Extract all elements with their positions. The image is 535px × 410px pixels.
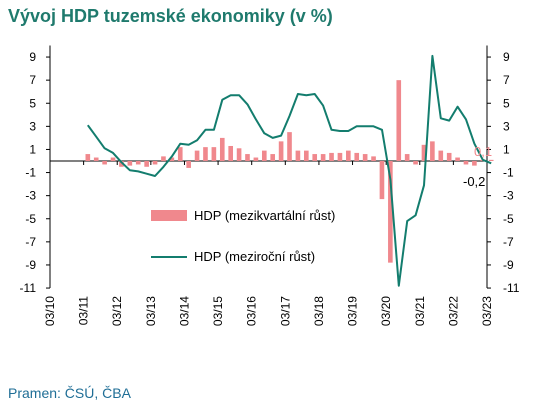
y-tick-label-right: 9: [503, 50, 510, 64]
bar: [102, 161, 107, 165]
bar: [228, 145, 233, 161]
bar: [110, 157, 116, 161]
y-tick-label-left: -1: [25, 166, 36, 180]
y-tick-label-right: -1: [503, 166, 514, 180]
x-tick-label: 03/13: [144, 296, 158, 326]
bar: [194, 150, 200, 161]
x-tick-label: 03/14: [177, 296, 191, 326]
bar: [177, 147, 183, 161]
y-tick-label-left: -11: [20, 281, 37, 295]
line-path: [86, 54, 492, 287]
x-tick-label: 03/20: [379, 296, 393, 326]
bar: [144, 161, 149, 167]
bar: [346, 150, 351, 161]
bar: [463, 161, 469, 165]
y-tick-label-right: 7: [503, 73, 510, 87]
bar: [236, 148, 242, 161]
bar: [93, 157, 99, 161]
bar: [161, 156, 166, 161]
y-tick-label-left: -7: [25, 235, 36, 249]
bar: [253, 157, 259, 161]
y-tick-label-left: 3: [29, 119, 36, 133]
y-tick-label-right: 3: [503, 119, 510, 133]
bar: [312, 154, 318, 161]
annotation-last-bar: 0,1: [474, 144, 492, 159]
bar: [211, 147, 217, 161]
bar: [152, 161, 158, 165]
y-tick-label-right: -11: [503, 281, 520, 295]
bar: [430, 141, 435, 161]
bar-series: [85, 80, 494, 263]
bar: [455, 157, 460, 161]
bar: [203, 147, 208, 161]
bar: [404, 154, 410, 161]
bar: [488, 159, 494, 161]
source-note: Pramen: ČSÚ, ČBA: [8, 385, 131, 401]
bar: [337, 152, 343, 161]
bar: [320, 154, 326, 161]
y-tick-label-left: 1: [29, 142, 36, 156]
legend: HDP (mezikvartální růst) HDP (meziroční r…: [151, 208, 335, 264]
chart-title: Vývoj HDP tuzemské ekonomiky (v %): [8, 6, 333, 26]
y-tick-label-right: -3: [503, 189, 514, 203]
y-tick-label-left: 9: [29, 50, 36, 64]
y-tick-label-right: 5: [503, 96, 510, 110]
y-tick-label-left: -5: [25, 212, 36, 226]
y-tick-label-right: 1: [503, 142, 510, 156]
bar: [329, 152, 334, 161]
y-tick-label-left: -3: [25, 189, 36, 203]
annotations: 0,1 -0,2: [463, 144, 492, 189]
bar: [245, 154, 250, 161]
x-tick-label: 03/16: [245, 296, 259, 326]
x-tick-label: 03/21: [413, 296, 427, 326]
x-tick-label: 03/10: [43, 296, 57, 326]
x-tick-label: 03/22: [446, 296, 460, 326]
line-series: [86, 54, 492, 287]
bar: [413, 161, 418, 165]
y-tick-label-left: 7: [29, 73, 36, 87]
bar: [287, 132, 292, 161]
bar: [362, 154, 368, 161]
bar: [127, 161, 133, 166]
bar: [261, 150, 267, 161]
axes: 9 9 7 7 5 5 3 3 1 1 -1 -1 -3 -3 -5 -5 -7 -7 -9 -9 -11 -11 03/1…: [20, 45, 520, 326]
legend-bar-swatch: [151, 210, 187, 221]
bar: [295, 150, 301, 161]
bar: [379, 161, 385, 200]
x-tick-label: 03/18: [312, 296, 326, 326]
x-tick-label: 03/19: [346, 296, 360, 326]
bar: [304, 150, 309, 161]
bar: [421, 144, 427, 161]
bar: [278, 141, 284, 161]
bar: [438, 150, 444, 161]
y-tick-label-right: -5: [503, 212, 514, 226]
bar: [371, 156, 376, 161]
x-tick-label: 03/15: [211, 296, 225, 326]
x-tick-label: 03/12: [110, 296, 124, 326]
legend-line-label: HDP (meziroční růst): [194, 249, 315, 264]
bar: [85, 154, 91, 161]
annotation-last-line: -0,2: [463, 174, 485, 189]
bar: [396, 80, 402, 161]
bar: [472, 161, 477, 166]
y-tick-label-right: -7: [503, 235, 514, 249]
y-tick-label-left: -9: [25, 258, 36, 272]
y-tick-label-left: 5: [29, 96, 36, 110]
x-tick-label: 03/17: [278, 296, 292, 326]
y-tick-label-right: -9: [503, 258, 514, 272]
bar: [119, 161, 124, 167]
bar: [219, 137, 225, 161]
bar: [169, 157, 175, 161]
x-tick-label: 03/11: [77, 296, 91, 325]
bar: [135, 161, 141, 165]
chart: 9 9 7 7 5 5 3 3 1 1 -1 -1 -3 -3 -5 -5 -7 -7 -9 -9 -11 -11 03/1…: [20, 45, 520, 326]
x-tick-label: 03/23: [480, 296, 494, 326]
bar: [354, 152, 360, 161]
bar: [186, 161, 191, 168]
bar: [270, 154, 276, 161]
bar: [388, 161, 393, 263]
bar: [446, 152, 452, 161]
legend-bar-label: HDP (mezikvartální růst): [194, 208, 335, 223]
